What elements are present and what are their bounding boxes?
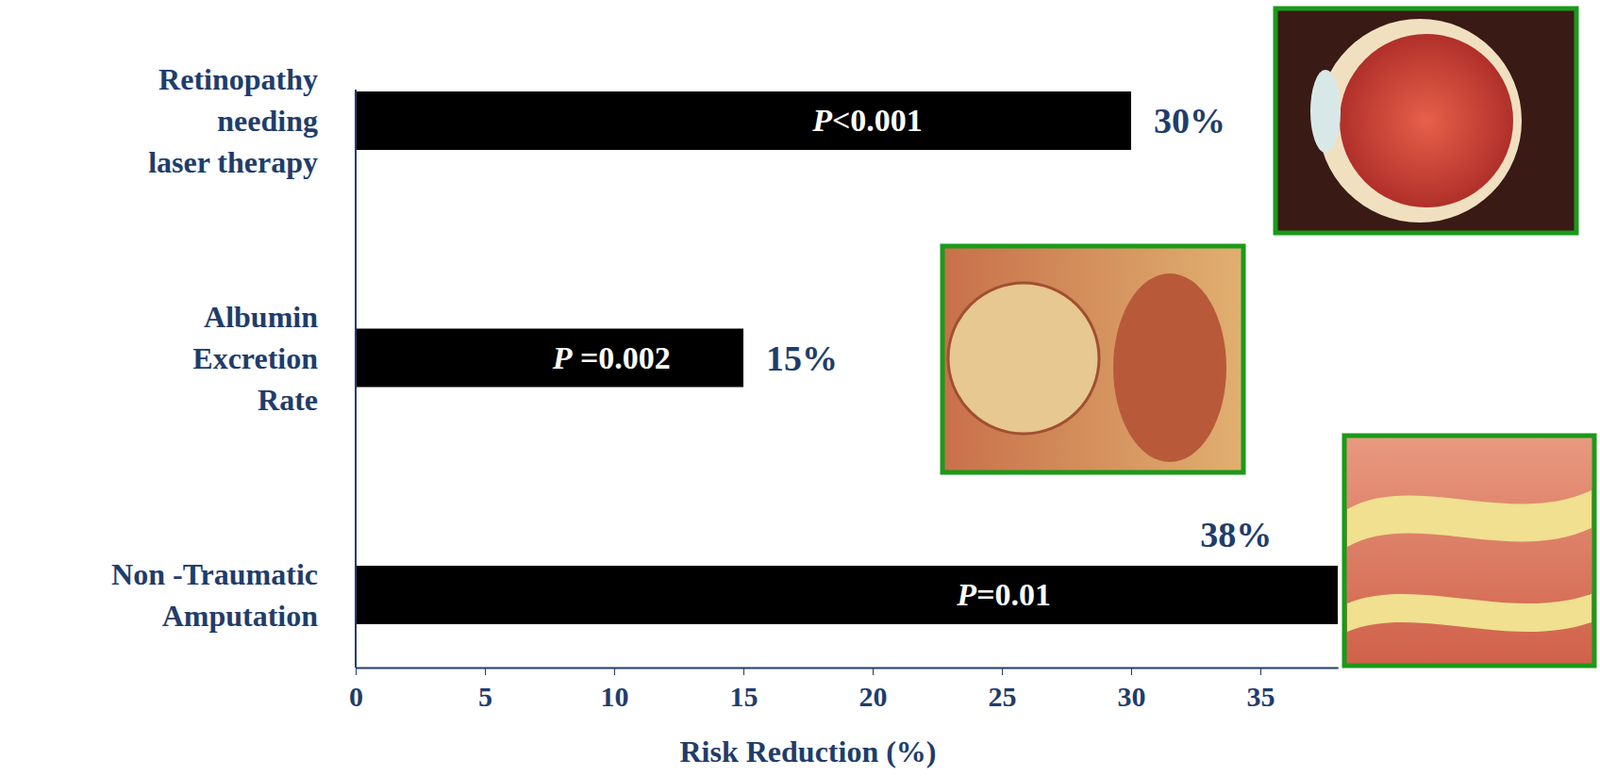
category-label: Retinopathyneedinglaser therapy [148,62,318,180]
tick-label: 30 [1117,681,1147,713]
tick-mark [355,667,357,676]
category-label: AlbuminExcretionRate [192,300,318,417]
p-value: P =0.002 [551,340,671,376]
bar [355,91,1132,150]
tick: 30 [1117,667,1147,713]
tick: 35 [1247,667,1276,713]
tick-mark [872,667,874,676]
tick-mark [1131,667,1133,676]
vessel-picture-frame [1344,435,1595,667]
tick: 20 [859,667,888,713]
tick-label: 35 [1247,681,1276,713]
kidney-shape [948,283,1100,434]
eye-shape [1339,33,1514,208]
x-axis-title: Risk Reduction (%) [679,734,936,769]
data-label: 15% [766,338,838,379]
tick-mark [484,667,486,676]
vessel-shape [1347,490,1592,548]
data-label: 30% [1153,100,1226,141]
tick: 25 [988,667,1017,713]
tick: 5 [478,667,493,713]
p-value: P<0.001 [811,102,923,138]
tick: 15 [730,667,759,713]
tick-mark [614,667,616,676]
category-label: Non -TraumaticAmputation [111,557,318,634]
eye-picture [1275,8,1577,234]
eye-picture-frame [1275,8,1577,234]
vessel-shape [1347,594,1592,633]
tick-label: 0 [349,681,364,713]
kidney-picture [942,246,1244,473]
tick-label: 5 [478,681,493,713]
tick-label: 20 [859,681,888,713]
tick-label: 15 [730,681,759,713]
tick: 10 [600,667,630,713]
data-label: 38% [1200,515,1272,555]
p-value: P=0.01 [955,577,1051,613]
kidney-picture-frame [942,246,1244,473]
bar [355,566,1338,625]
chart: 0 5 10 15 20 25 30 35 Risk Reduction (%) Retinopa… [0,0,1600,776]
tick-mark [1001,667,1003,676]
eye-shape [1317,18,1522,223]
tick: 0 [349,667,364,713]
eye-shape [1310,69,1341,153]
vessel-picture [1344,435,1595,667]
y-axis-line [354,89,357,668]
tick-label: 25 [988,681,1017,713]
x-axis: 0 5 10 15 20 25 30 35 [349,667,1339,713]
tick-mark [743,667,745,676]
plot-area [355,91,1338,625]
x-axis-line [356,667,1339,670]
kidney-shape [1113,273,1227,463]
bar [355,329,744,388]
tick-mark [1260,667,1262,676]
tick-label: 10 [600,681,630,713]
